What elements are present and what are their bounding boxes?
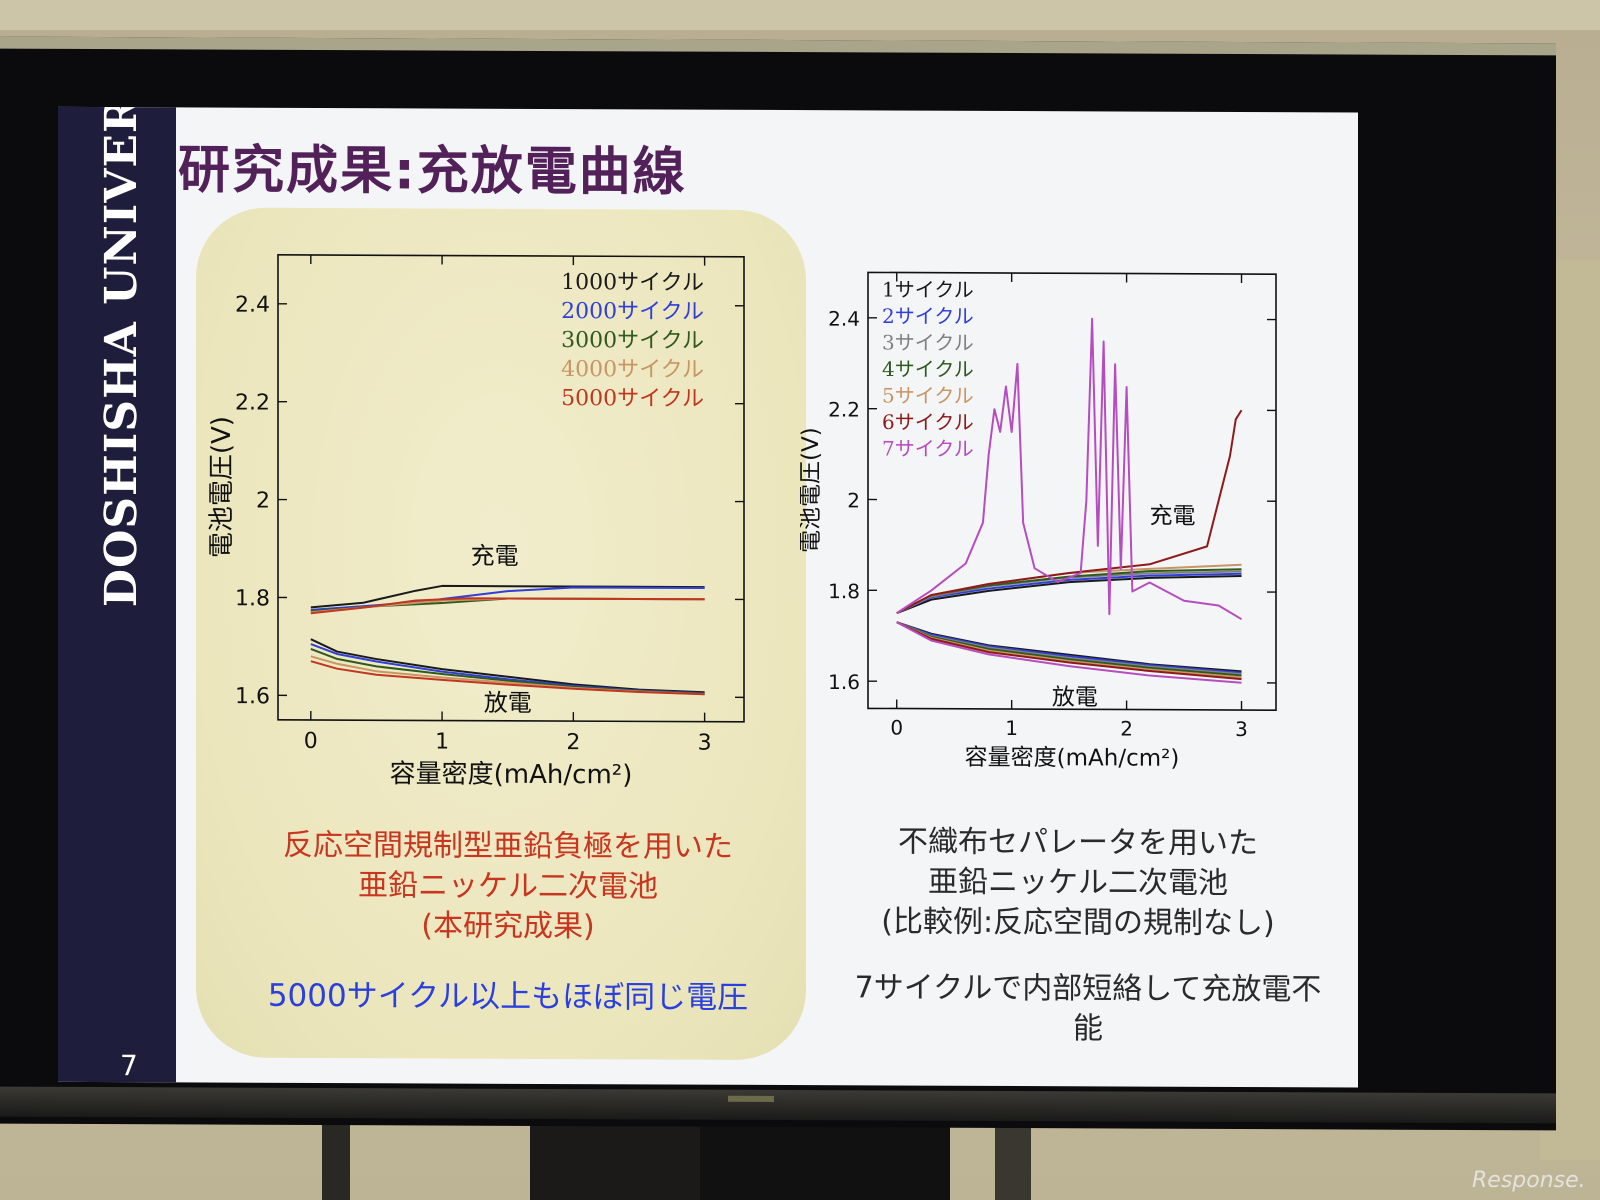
slide-sidebar: DOSHISHA UNIVERSITY 7: [58, 106, 176, 1083]
y-tick-label: 1.8: [235, 586, 270, 611]
right-caption-line-2: 亜鉛ニッケル二次電池: [928, 864, 1228, 901]
university-logo: DOSHISHA UNIVERSITY: [96, 106, 147, 608]
y-tick-label: 1.6: [235, 684, 270, 709]
series-line-5-discharge: [310, 660, 705, 696]
y-tick-label: 1.8: [828, 579, 860, 603]
annotation-2: 放電: [1052, 685, 1098, 711]
chart-left: 0 1 2 3 1.6 1.8 2 2.2 2.4 容量密度(mAh/cm²) 電池電圧(V) 100…: [208, 254, 745, 790]
right-caption: 不織布セパレータを用いた 亜鉛ニッケル二次電池 (比較例:反応空間の規制なし): [848, 822, 1308, 944]
series-line-7-discharge: [896, 621, 1242, 684]
legend-entry-5: 5サイクル: [882, 383, 974, 407]
annotation-2: 放電: [484, 689, 532, 717]
series-line-1-discharge: [310, 638, 705, 694]
x-axis-label: 容量密度(mAh/cm²): [390, 759, 633, 790]
right-note: 7サイクルで内部短絡して充放電不能: [854, 970, 1322, 1047]
series-line-3-discharge: [310, 648, 705, 695]
annotation-1: 充電: [1150, 503, 1196, 529]
y-tick-label: 1.6: [828, 670, 860, 694]
series-line-2-discharge: [896, 621, 1242, 674]
x-axis-label: 容量密度(mAh/cm²): [965, 745, 1180, 772]
legend-entry-3: 3サイクル: [882, 330, 974, 354]
legend-entry-6: 6サイクル: [882, 410, 974, 434]
x-tick-label: 3: [698, 731, 712, 756]
left-caption: 反応空間規制型亜鉛負極を用いた 亜鉛ニッケル二次電池 (本研究成果): [248, 826, 768, 948]
y-axis-label: 電池電圧(V): [800, 427, 824, 553]
legend-entry-2: 2000サイクル: [561, 299, 704, 325]
wall-background: [0, 0, 1600, 30]
y-tick-label: 2.4: [828, 307, 860, 331]
slide-title: 研究成果:充放電曲線: [178, 140, 687, 203]
right-caption-line-3: (比較例:反応空間の規制なし): [881, 904, 1275, 942]
legend-entry-5: 5000サイクル: [561, 386, 704, 412]
left-note: 5000サイクル以上もほぼ同じ電圧: [267, 977, 749, 1016]
legend-entry-4: 4000サイクル: [561, 357, 704, 383]
plot-frame: [277, 254, 745, 723]
left-caption-line-2: 亜鉛ニッケル二次電池: [358, 868, 658, 905]
annotation-1: 充電: [471, 542, 519, 570]
series-line-1-charge: [896, 575, 1242, 615]
left-caption-line-1: 反応空間規制型亜鉛負極を用いた: [283, 827, 733, 865]
plot-frame: [867, 271, 1277, 711]
series-line-7-charge: [896, 317, 1243, 621]
legend-entry-7: 7サイクル: [882, 436, 974, 460]
series-line-6-charge: [896, 409, 1243, 615]
legend-entry-3: 3000サイクル: [561, 328, 704, 354]
watermark-logo: Response.: [1472, 1168, 1586, 1193]
y-tick-label: 2.4: [235, 293, 270, 318]
x-tick-label: 1: [1005, 716, 1018, 740]
x-tick-label: 2: [566, 730, 580, 755]
monitor-logo-icon: [728, 1095, 774, 1102]
monitor-bezel: [0, 1086, 1556, 1124]
legend-entry-4: 4サイクル: [882, 357, 974, 381]
legend-entry-1: 1サイクル: [882, 277, 974, 301]
legend-entry-1: 1000サイクル: [561, 270, 704, 296]
x-tick-label: 3: [1235, 717, 1248, 741]
right-caption-line-1: 不織布セパレータを用いた: [898, 824, 1258, 862]
x-tick-label: 2: [1120, 716, 1133, 740]
monitor: DOSHISHA UNIVERSITY 7 研究成果:充放電曲線 0 1 2 3 1.6…: [0, 36, 1556, 1131]
y-tick-label: 2: [847, 488, 860, 512]
page-number: 7: [120, 1049, 138, 1083]
series-line-6-discharge: [896, 621, 1242, 681]
slide: DOSHISHA UNIVERSITY 7 研究成果:充放電曲線 0 1 2 3 1.6…: [58, 106, 1358, 1088]
y-tick-label: 2.2: [235, 390, 270, 415]
monitor-stand-base: [700, 1120, 950, 1200]
left-caption-line-3: (本研究成果): [421, 908, 595, 945]
x-tick-label: 1: [435, 730, 449, 755]
series-line-2-discharge: [310, 643, 705, 695]
y-tick-label: 2: [256, 488, 270, 513]
series-line-1-discharge: [896, 621, 1242, 673]
chart-right: 0 1 2 3 1.6 1.8 2 2.2 2.4 容量密度(mAh/cm²) 電池電圧(V) 1サイ…: [800, 271, 1277, 772]
x-tick-label: 0: [304, 729, 318, 754]
y-axis-label: 電池電圧(V): [208, 416, 237, 558]
y-tick-label: 2.2: [828, 397, 860, 421]
x-tick-label: 0: [890, 715, 903, 739]
series-line-5-charge: [310, 597, 705, 615]
legend-entry-2: 2サイクル: [882, 304, 974, 328]
